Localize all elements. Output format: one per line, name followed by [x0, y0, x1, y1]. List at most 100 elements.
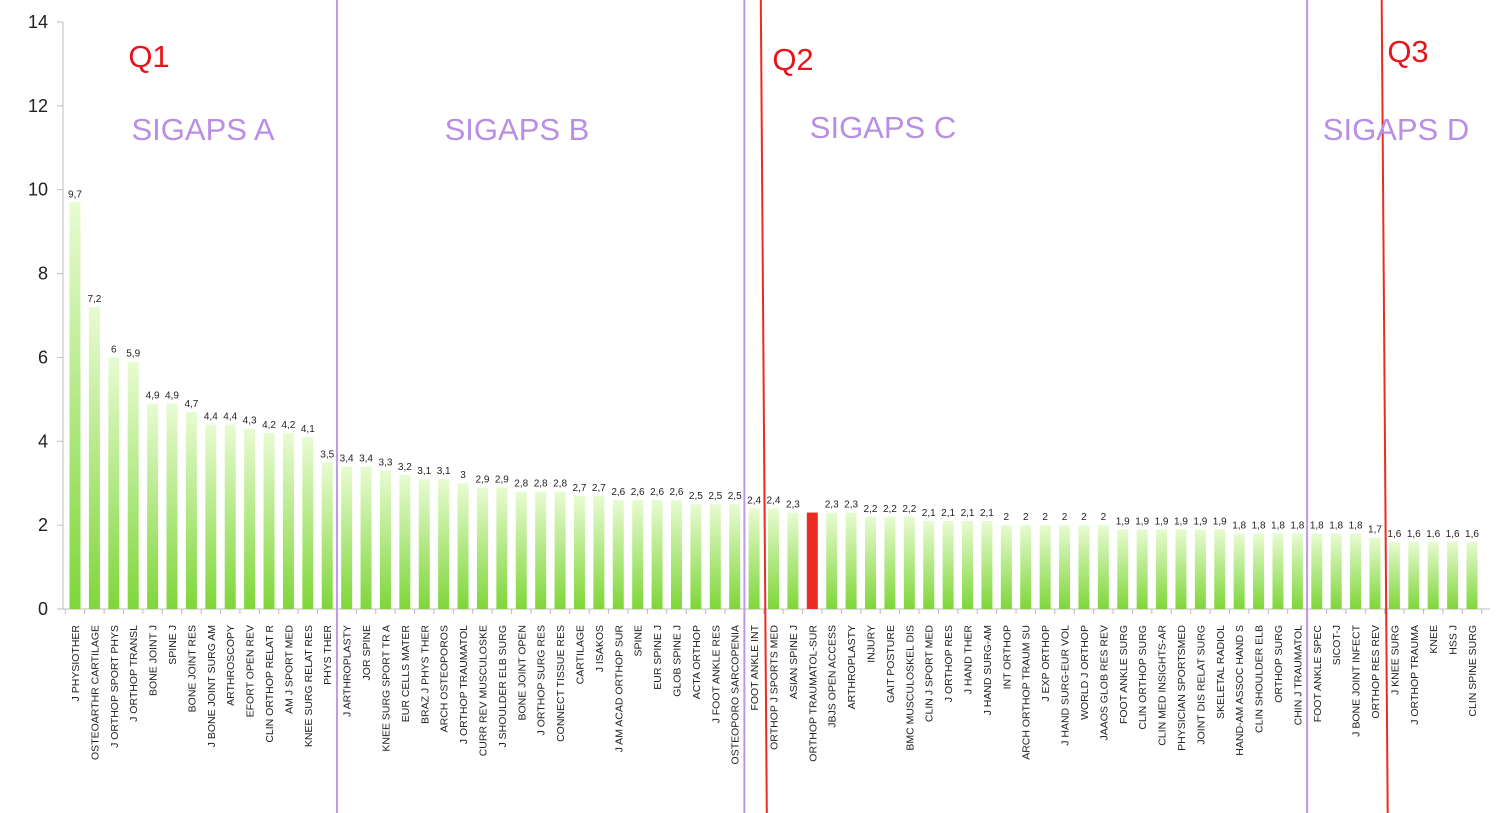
y-tick-label: 8 — [38, 264, 48, 284]
data-label: 2,8 — [514, 479, 528, 490]
data-label: 9,7 — [68, 189, 82, 200]
bar — [651, 499, 663, 609]
bar — [612, 499, 624, 609]
category-label: JAAOS GLOB RES REV — [1098, 625, 1110, 741]
data-label: 4,3 — [243, 416, 257, 427]
data-label: 2,8 — [534, 479, 548, 490]
data-label: 3,2 — [398, 462, 412, 473]
bar — [147, 403, 159, 609]
category-label: EFORT OPEN REV — [245, 625, 257, 717]
bar — [302, 437, 314, 609]
data-label: 3,3 — [378, 458, 392, 469]
data-label: 5,9 — [126, 349, 140, 360]
bar — [1291, 533, 1303, 609]
category-label: J HAND SURG-AM — [982, 625, 994, 715]
data-label: 4,2 — [281, 420, 295, 431]
category-label: ORTHOP SURG — [1273, 625, 1285, 703]
bar — [1350, 533, 1362, 609]
bar — [379, 470, 391, 609]
category-label: CARTILAGE — [574, 625, 586, 684]
data-label: 1,9 — [1135, 516, 1149, 527]
bar — [418, 479, 430, 609]
bar — [1175, 529, 1187, 609]
category-label: ARTHROPLASTY — [846, 625, 858, 709]
category-label: JOR SPINE — [361, 625, 373, 680]
bar — [709, 504, 721, 609]
sigaps-divider-lines — [335, 0, 1309, 813]
quartile-boundary-line — [759, 0, 768, 813]
category-label: ARCH ORTHOP TRAUM SU — [1021, 625, 1033, 760]
data-label: 1,9 — [1116, 516, 1130, 527]
bar — [1272, 533, 1284, 609]
data-label: 1,8 — [1271, 521, 1285, 532]
bar — [88, 307, 100, 609]
category-label: J HAND THER — [963, 625, 975, 695]
data-label: 1,6 — [1465, 529, 1479, 540]
bar — [1408, 541, 1420, 609]
data-label: 3,5 — [320, 449, 334, 460]
y-tick-label: 14 — [28, 12, 48, 32]
bar — [1136, 529, 1148, 609]
bar — [535, 491, 547, 609]
bar — [884, 516, 896, 609]
category-label: J PHYSIOTHER — [70, 625, 82, 702]
data-label: 2,2 — [902, 504, 916, 515]
category-label: KNEE SURG SPORT TR A — [380, 625, 392, 752]
data-label: 4,9 — [146, 391, 160, 402]
data-label: 2,9 — [495, 474, 509, 485]
category-label: CLIN ORTHOP RELAT R — [264, 625, 276, 743]
data-label: 2,2 — [864, 504, 878, 515]
data-label: 1,9 — [1155, 516, 1169, 527]
category-label: FOOT ANKLE SPEC — [1312, 625, 1324, 723]
bar — [690, 504, 702, 609]
bar — [263, 432, 275, 609]
sigaps-group-label: SIGAPS D — [1323, 112, 1469, 147]
data-label: 2,5 — [689, 491, 703, 502]
category-label: ACTA ORTHOP — [691, 625, 703, 699]
data-label: 2,9 — [476, 474, 490, 485]
data-label: 2,6 — [650, 487, 664, 498]
data-label: 2 — [1004, 512, 1010, 523]
bar — [1117, 529, 1129, 609]
category-label: J ORTHOP TRANSL — [128, 625, 140, 722]
category-label: HAND-AM ASSOC HAND S — [1234, 625, 1246, 756]
data-label: 1,6 — [1407, 529, 1421, 540]
category-label: BONE JOINT OPEN — [516, 625, 528, 721]
category-label: ARTHROSCOPY — [225, 625, 237, 706]
data-label: 1,8 — [1349, 521, 1363, 532]
bar — [1156, 529, 1168, 609]
category-label: J FOOT ANKLE RES — [710, 625, 722, 723]
category-label: J ORTHOP SURG RES — [536, 625, 548, 735]
bar — [981, 520, 993, 609]
bar — [341, 466, 353, 609]
bar — [826, 512, 838, 609]
bar — [923, 520, 935, 609]
bar — [1330, 533, 1342, 609]
category-label: OSTEOARTHR CARTILAGE — [89, 625, 101, 760]
data-label: 2,6 — [611, 487, 625, 498]
category-label: ORTHOP J SPORTS MED — [769, 625, 781, 750]
bar — [1466, 541, 1478, 609]
data-label: 4,9 — [165, 391, 179, 402]
bar — [962, 520, 974, 609]
data-label: 1,9 — [1193, 516, 1207, 527]
category-label: J ORTHOP SPORT PHYS — [109, 625, 121, 748]
bar — [457, 483, 469, 609]
data-label: 1,9 — [1174, 516, 1188, 527]
data-label: 2,4 — [747, 495, 761, 506]
data-label: 3,1 — [417, 466, 431, 477]
bar — [554, 491, 566, 609]
bar — [1039, 525, 1051, 609]
category-label: J HAND SURG-EUR VOL — [1060, 625, 1072, 746]
data-label: 2 — [1023, 512, 1029, 523]
bar — [903, 516, 915, 609]
category-label: CURR REV MUSCULOSKE — [477, 625, 489, 756]
y-tick-label: 12 — [28, 96, 48, 116]
bar — [806, 512, 818, 609]
category-label: PHYS THER — [322, 625, 334, 685]
data-label: 4,1 — [301, 424, 315, 435]
data-label: 2,5 — [728, 491, 742, 502]
category-label: KNEE — [1428, 625, 1440, 654]
category-label: OSTEOPORO SARCOPENIA — [730, 625, 742, 764]
category-label: SICOT-J — [1331, 625, 1343, 665]
